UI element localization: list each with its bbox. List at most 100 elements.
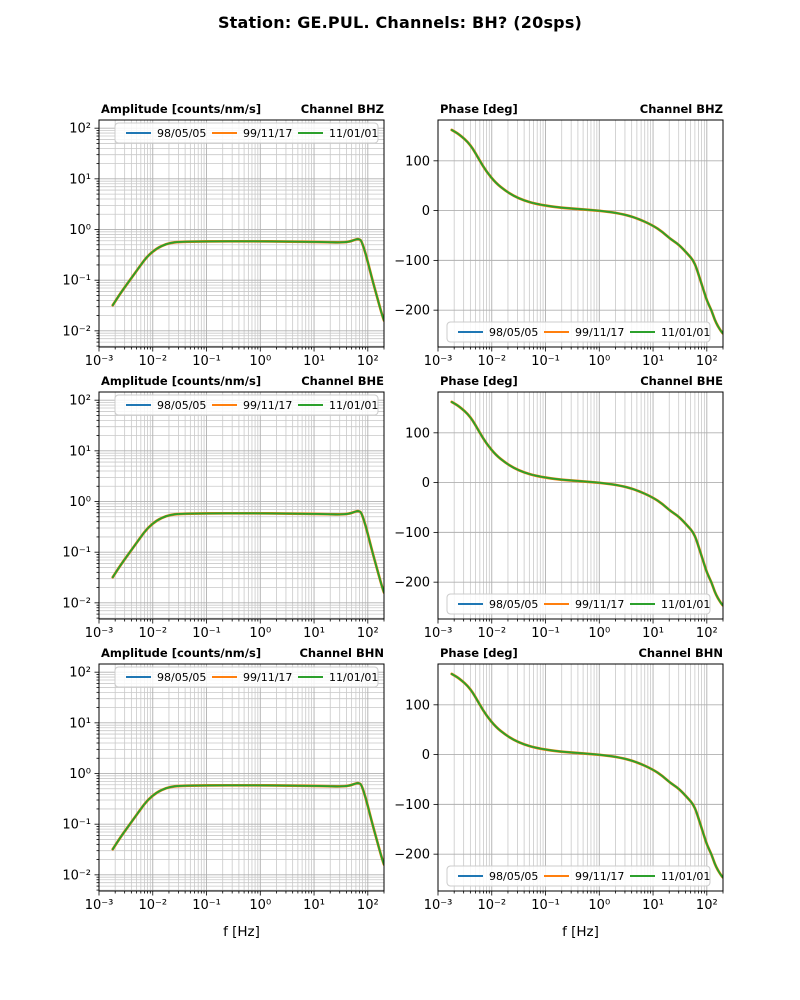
series-lines <box>450 400 723 607</box>
subplot-phase-bhz: 10⁻³ 10⁻² 10⁻¹ 10⁰ 10¹ 10² 100 0 −100 −200 Phase [… <box>392 98 748 391</box>
x-axis-label: f [Hz] <box>223 924 260 940</box>
legend-label: 98/05/05 <box>157 399 206 412</box>
x-tick-label: 10⁻¹ <box>192 898 221 913</box>
x-tick-label: 10¹ <box>303 626 325 641</box>
y-tick-label: 100 <box>405 698 430 713</box>
legend-entry-2: 11/01/01 <box>630 326 710 339</box>
x-tick-label: 10² <box>357 354 379 369</box>
minor-grid <box>99 392 385 619</box>
legend-entry-0: 98/05/05 <box>458 326 538 339</box>
series-line-2 <box>111 510 384 594</box>
major-grid <box>98 392 384 619</box>
legend-entry-2: 11/01/01 <box>298 127 378 140</box>
series-line-2 <box>450 401 723 607</box>
x-tick-label: 10⁻¹ <box>192 626 221 641</box>
y-tick-label: 0 <box>422 204 430 219</box>
legend: 98/05/05 99/11/17 11/01/01 <box>446 593 711 615</box>
y-tick-label: −200 <box>394 576 430 591</box>
subplot-title-left: Phase [deg] <box>440 102 518 116</box>
y-tick-label: 10⁻² <box>62 868 91 883</box>
legend-entry-2: 11/01/01 <box>298 671 378 684</box>
minor-grid <box>453 664 724 891</box>
x-tick-label: 10⁻³ <box>424 626 453 641</box>
y-tick-label: 100 <box>405 426 430 441</box>
x-tick-labels: 10⁻³ 10⁻² 10⁻¹ 10⁰ 10¹ 10² <box>85 354 379 369</box>
subplot-phase-bhn: 10⁻³ 10⁻² 10⁻¹ 10⁰ 10¹ 10² 100 0 −100 −200 Phase [… <box>392 642 748 958</box>
legend-entry-0: 98/05/05 <box>126 671 206 684</box>
legend: 98/05/05 99/11/17 11/01/01 <box>446 865 711 887</box>
y-tick-labels: 100 0 −100 −200 <box>394 154 430 318</box>
x-tick-label: 10⁻² <box>138 626 167 641</box>
y-tick-label: 10² <box>69 394 91 409</box>
phase-axes-bhz: 10⁻³ 10⁻² 10⁻¹ 10⁰ 10¹ 10² 100 0 −100 −200 Phase [… <box>394 102 724 369</box>
x-tick-label: 10¹ <box>303 354 325 369</box>
major-grid <box>98 120 384 347</box>
tick-marks <box>94 127 385 352</box>
x-tick-labels: 10⁻³ 10⁻² 10⁻¹ 10⁰ 10¹ 10² <box>85 626 379 641</box>
legend-label: 99/11/17 <box>243 671 292 684</box>
legend-label: 11/01/01 <box>661 598 710 611</box>
amplitude-axes-bhe: 10⁻³ 10⁻² 10⁻¹ 10⁰ 10¹ 10² 10² 10¹ 10⁰ 10⁻¹ 10⁻² Am… <box>62 374 385 641</box>
y-tick-label: 100 <box>405 154 430 169</box>
y-tick-label: 10⁰ <box>69 767 91 782</box>
y-tick-label: 0 <box>422 476 430 491</box>
y-tick-label: 0 <box>422 748 430 763</box>
x-tick-label: 10⁻² <box>138 354 167 369</box>
plot-border <box>98 663 385 892</box>
major-grid <box>437 120 723 347</box>
y-tick-label: 10⁻¹ <box>62 546 91 561</box>
y-tick-labels: 10² 10¹ 10⁰ 10⁻¹ 10⁻² <box>62 666 91 884</box>
legend-label: 99/11/17 <box>243 127 292 140</box>
y-tick-labels: 100 0 −100 −200 <box>394 698 430 862</box>
y-tick-label: −100 <box>394 254 430 269</box>
x-tick-label: 10² <box>357 626 379 641</box>
legend-label: 11/01/01 <box>661 326 710 339</box>
major-grid <box>98 664 384 891</box>
series-line-2 <box>450 673 723 879</box>
figure-title: Station: GE.PUL. Channels: BH? (20sps) <box>217 13 583 32</box>
series-lines <box>111 781 384 866</box>
y-tick-label: 10¹ <box>69 444 91 459</box>
legend-entry-1: 99/11/17 <box>544 326 624 339</box>
x-tick-label: 10⁰ <box>249 626 271 641</box>
legend-box <box>446 865 711 887</box>
legend: 98/05/05 99/11/17 11/01/01 <box>114 666 379 688</box>
series-lines <box>450 672 723 879</box>
amplitude-axes-bhn: 10⁻³ 10⁻² 10⁻¹ 10⁰ 10¹ 10² 10² 10¹ 10⁰ 10⁻¹ 10⁻² Am… <box>62 646 385 940</box>
legend-entry-1: 99/11/17 <box>212 671 292 684</box>
minor-grid <box>99 664 385 891</box>
subplot-title-left: Amplitude [counts/nm/s] <box>101 646 261 660</box>
legend-label: 11/01/01 <box>661 870 710 883</box>
minor-grid <box>99 120 385 347</box>
y-tick-label: 10² <box>69 666 91 681</box>
legend-entry-2: 11/01/01 <box>298 399 378 412</box>
y-tick-label: −100 <box>394 526 430 541</box>
x-tick-label: 10² <box>696 354 718 369</box>
x-tick-label: 10⁻³ <box>424 354 453 369</box>
legend-entry-1: 99/11/17 <box>544 870 624 883</box>
x-tick-label: 10¹ <box>642 898 664 913</box>
legend-label: 11/01/01 <box>329 671 378 684</box>
x-tick-label: 10⁻³ <box>85 354 114 369</box>
x-tick-label: 10¹ <box>642 626 664 641</box>
y-tick-label: 10² <box>69 122 91 137</box>
subplot-title-right: Channel BHZ <box>640 102 723 116</box>
series-lines <box>111 237 384 322</box>
y-tick-label: −200 <box>394 304 430 319</box>
legend-entry-2: 11/01/01 <box>630 598 710 611</box>
y-tick-labels: 100 0 −100 −200 <box>394 426 430 590</box>
x-tick-label: 10⁻² <box>138 898 167 913</box>
x-tick-labels: 10⁻³ 10⁻² 10⁻¹ 10⁰ 10¹ 10² <box>85 898 379 913</box>
legend-entry-0: 98/05/05 <box>126 399 206 412</box>
y-tick-label: 10⁰ <box>69 495 91 510</box>
x-tick-label: 10⁰ <box>588 898 610 913</box>
y-tick-label: 10¹ <box>69 716 91 731</box>
legend: 98/05/05 99/11/17 11/01/01 <box>114 394 379 416</box>
legend-entry-0: 98/05/05 <box>126 127 206 140</box>
x-tick-label: 10⁰ <box>588 354 610 369</box>
y-tick-label: 10¹ <box>69 172 91 187</box>
y-tick-label: 10⁻¹ <box>62 818 91 833</box>
legend-box <box>446 321 711 343</box>
x-tick-label: 10⁻³ <box>85 898 114 913</box>
legend-label: 98/05/05 <box>489 598 538 611</box>
